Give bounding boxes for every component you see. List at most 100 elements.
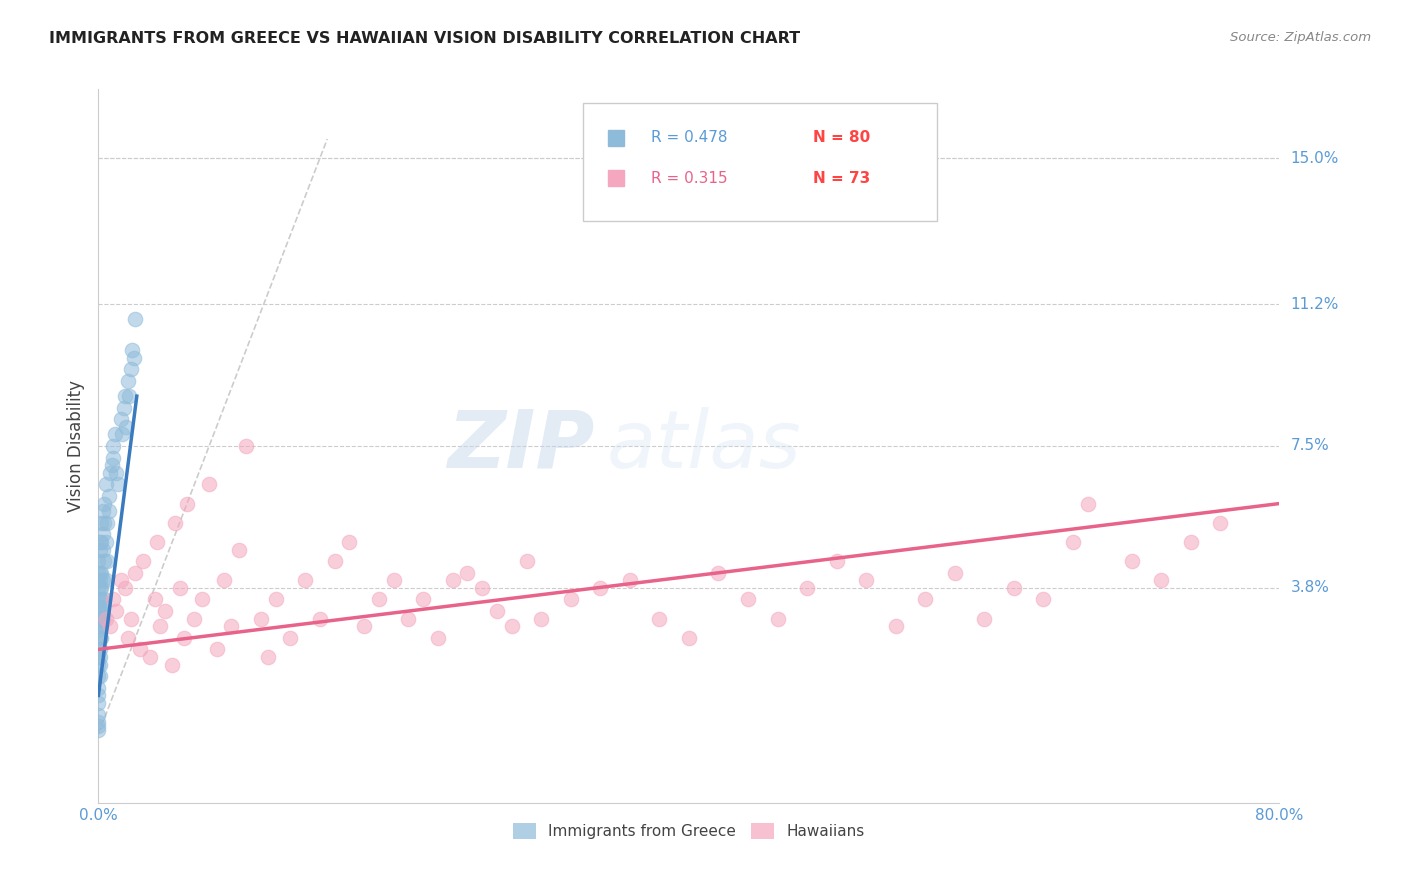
Point [89,657,111,672]
Point [87,715,110,730]
Point [441,574,464,588]
Point [112,401,135,415]
Point [143,592,166,607]
Point [165,516,187,530]
Point [257,650,280,665]
FancyBboxPatch shape [582,103,936,221]
Point [94,535,117,549]
Text: IMMIGRANTS FROM GREECE VS HAWAIIAN VISION DISABILITY CORRELATION CHART: IMMIGRANTS FROM GREECE VS HAWAIIAN VISIO… [49,31,800,46]
Point [87,581,110,595]
Point [96,516,118,530]
Point [87,612,110,626]
Point [122,351,145,365]
Point [221,619,243,633]
Legend: Immigrants from Greece, Hawaiians: Immigrants from Greece, Hawaiians [508,817,870,845]
Y-axis label: Vision Disability: Vision Disability [66,380,84,512]
Point [91,612,114,626]
Point [1077,497,1099,511]
Point [89,581,111,595]
Point [103,450,125,465]
Point [264,592,287,607]
Point [398,612,420,626]
Point [87,689,110,703]
Point [914,592,936,607]
Point [825,554,848,568]
Point [1180,535,1202,549]
Point [339,535,361,549]
Point [169,581,191,595]
Point [191,592,214,607]
Point [91,504,114,518]
Point [737,592,759,607]
Point [1032,592,1054,607]
Point [90,516,112,530]
Point [89,535,111,549]
Point [87,574,110,588]
Point [368,592,391,607]
Point [427,631,450,645]
Point [471,581,494,595]
Point [132,554,155,568]
Point [105,466,128,480]
Point [96,554,118,568]
Point [114,389,136,403]
Point [87,623,110,637]
Point [884,619,907,633]
Point [1002,581,1025,595]
Point [678,631,700,645]
Point [89,574,111,588]
Point [87,554,110,568]
Point [89,619,111,633]
Text: 11.2%: 11.2% [1291,296,1339,311]
Point [90,566,112,580]
Text: N = 73: N = 73 [813,171,870,186]
Point [107,477,129,491]
Text: R = 0.478: R = 0.478 [651,130,728,145]
Point [87,566,110,580]
Point [560,592,582,607]
Point [309,612,332,626]
Point [98,619,121,633]
Point [90,604,112,618]
Point [205,642,228,657]
Point [280,631,302,645]
Point [90,619,112,633]
Point [90,592,112,607]
Point [855,574,877,588]
Point [90,581,112,595]
Point [162,657,183,672]
Point [89,600,111,615]
Point [97,489,120,503]
Point [117,631,139,645]
Point [89,592,111,607]
Point [1150,574,1173,588]
Point [110,574,132,588]
Point [103,439,125,453]
Point [183,612,205,626]
Point [382,574,405,588]
Point [89,669,111,683]
Point [90,612,112,626]
Point [117,374,139,388]
Point [111,427,134,442]
Point [139,650,162,665]
Text: atlas: atlas [606,407,801,485]
Point [87,707,110,722]
Point [87,696,110,710]
Point [501,619,523,633]
Point [648,612,671,626]
Point [250,612,273,626]
Point [212,574,235,588]
Point [87,681,110,695]
Point [103,592,125,607]
Point [120,612,142,626]
Point [87,719,110,733]
Text: 3.8%: 3.8% [1291,581,1330,596]
Point [943,566,966,580]
Point [97,504,120,518]
Point [973,612,995,626]
Point [121,343,143,357]
Point [294,574,316,588]
Point [124,566,146,580]
Point [114,581,136,595]
